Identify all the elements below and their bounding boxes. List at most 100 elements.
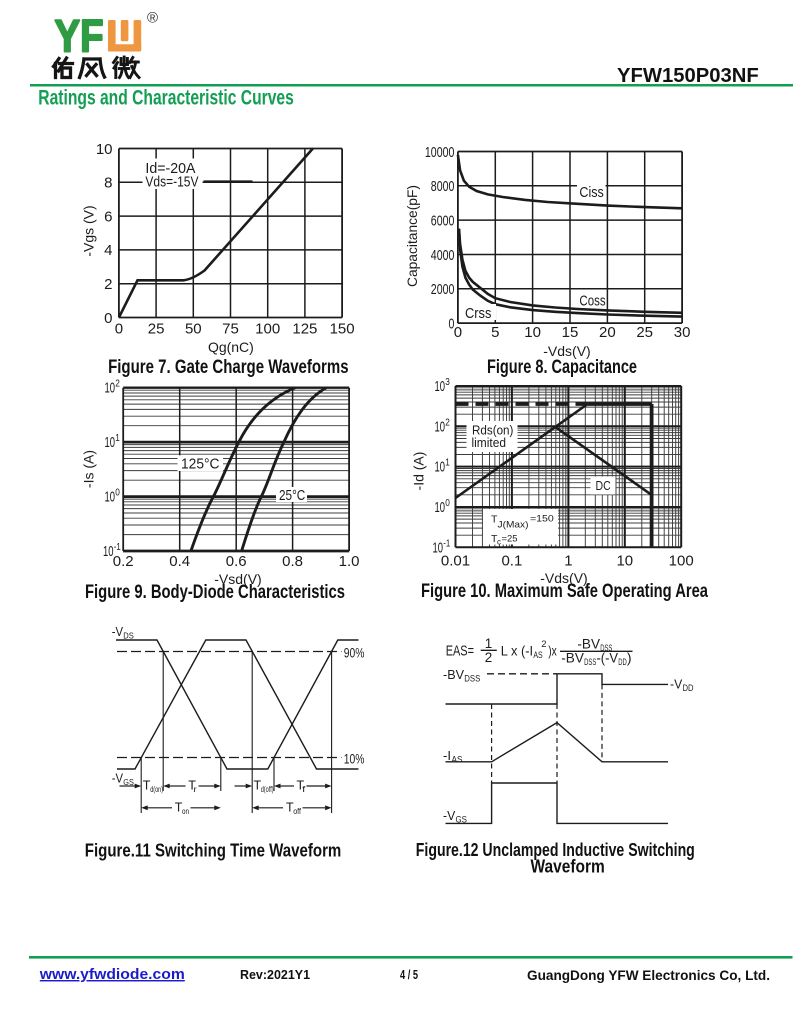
svg-text:8000: 8000 bbox=[431, 178, 455, 195]
svg-text:T: T bbox=[286, 801, 294, 815]
svg-text:125: 125 bbox=[292, 320, 317, 337]
svg-text:0: 0 bbox=[445, 498, 450, 509]
svg-text:2000: 2000 bbox=[431, 281, 455, 298]
svg-text:GS: GS bbox=[456, 815, 468, 825]
svg-text:2: 2 bbox=[445, 417, 450, 428]
svg-text:1.0: 1.0 bbox=[339, 553, 360, 570]
svg-text:25: 25 bbox=[636, 324, 653, 341]
svg-text:DSS: DSS bbox=[584, 657, 596, 668]
svg-text:Figure 9. Body-Diode Character: Figure 9. Body-Diode Characteristics bbox=[85, 582, 345, 603]
svg-text:0.01: 0.01 bbox=[441, 553, 470, 570]
svg-text:-Id (A): -Id (A) bbox=[411, 452, 427, 491]
svg-text:30: 30 bbox=[674, 324, 691, 341]
svg-text:-I: -I bbox=[443, 748, 451, 763]
svg-text:6: 6 bbox=[104, 208, 112, 225]
svg-text:-1: -1 bbox=[114, 542, 121, 553]
svg-text:®: ® bbox=[147, 10, 158, 27]
svg-text:Capacitance(pF): Capacitance(pF) bbox=[405, 185, 420, 287]
svg-text:2: 2 bbox=[104, 276, 112, 293]
svg-text:10: 10 bbox=[103, 543, 114, 560]
svg-text:0.1: 0.1 bbox=[501, 553, 522, 570]
svg-text:10: 10 bbox=[96, 141, 113, 158]
svg-text:10: 10 bbox=[524, 324, 541, 341]
svg-text:0: 0 bbox=[115, 320, 123, 337]
svg-text:J(Max): J(Max) bbox=[498, 519, 529, 530]
svg-text:6000: 6000 bbox=[431, 212, 455, 229]
svg-text:T: T bbox=[491, 533, 498, 545]
svg-text:15: 15 bbox=[562, 324, 579, 341]
svg-text:=25: =25 bbox=[502, 533, 518, 543]
svg-text:Crss: Crss bbox=[465, 305, 491, 322]
svg-text:-Is (A): -Is (A) bbox=[81, 450, 97, 488]
svg-text:-Vgs (V): -Vgs (V) bbox=[81, 205, 97, 256]
svg-text:Qg(nC): Qg(nC) bbox=[208, 339, 254, 355]
svg-text:0: 0 bbox=[115, 488, 120, 499]
svg-text:DSS: DSS bbox=[464, 674, 480, 684]
svg-text:on: on bbox=[182, 806, 189, 816]
svg-text:-(-V: -(-V bbox=[597, 650, 619, 666]
svg-text:4 / 5: 4 / 5 bbox=[400, 967, 418, 982]
svg-text:0: 0 bbox=[449, 315, 455, 332]
svg-text:GS: GS bbox=[123, 777, 134, 787]
svg-text:T: T bbox=[491, 514, 498, 526]
svg-text:=150: =150 bbox=[530, 514, 554, 524]
svg-text:-Vds(V): -Vds(V) bbox=[543, 343, 590, 359]
svg-text:0: 0 bbox=[454, 324, 462, 341]
svg-text:DSS: DSS bbox=[600, 643, 612, 654]
svg-text:4000: 4000 bbox=[431, 247, 455, 264]
svg-text:10: 10 bbox=[435, 378, 446, 395]
svg-text:off: off bbox=[293, 806, 301, 816]
svg-text:Ratings and Characteristic Cur: Ratings and Characteristic Curves bbox=[38, 85, 293, 109]
svg-text:50: 50 bbox=[185, 320, 202, 337]
svg-text:DS: DS bbox=[123, 631, 134, 641]
svg-text:-1: -1 bbox=[443, 538, 450, 549]
svg-text:2: 2 bbox=[541, 639, 546, 650]
svg-text:T: T bbox=[254, 779, 262, 793]
svg-text:-V: -V bbox=[443, 808, 456, 823]
svg-text:10: 10 bbox=[105, 380, 116, 397]
svg-text:150: 150 bbox=[330, 320, 355, 337]
svg-text:-Vsd(V): -Vsd(V) bbox=[214, 571, 261, 587]
svg-text:100: 100 bbox=[669, 553, 694, 570]
svg-text:c: c bbox=[497, 537, 502, 547]
svg-text:L x (-I: L x (-I bbox=[501, 643, 533, 659]
svg-text:25: 25 bbox=[148, 320, 165, 337]
svg-text:T: T bbox=[297, 779, 305, 793]
svg-text:Rev:2021Y1: Rev:2021Y1 bbox=[240, 967, 310, 982]
svg-text:DD: DD bbox=[618, 657, 627, 668]
svg-text:1: 1 bbox=[115, 433, 120, 444]
svg-text:-BV: -BV bbox=[443, 667, 464, 682]
svg-text:0.6: 0.6 bbox=[226, 553, 247, 570]
svg-text:10000: 10000 bbox=[425, 144, 455, 161]
svg-text:YF: YF bbox=[55, 11, 104, 62]
svg-text:10: 10 bbox=[435, 418, 446, 435]
svg-text:1: 1 bbox=[485, 636, 493, 651]
svg-text:125°C: 125°C bbox=[181, 456, 220, 472]
svg-text:10: 10 bbox=[616, 553, 633, 570]
svg-text:Waveform: Waveform bbox=[531, 857, 605, 877]
svg-text:Id=-20A: Id=-20A bbox=[145, 161, 195, 177]
svg-text:d(off): d(off) bbox=[261, 784, 274, 794]
svg-text:5: 5 bbox=[491, 324, 499, 341]
svg-text:2: 2 bbox=[485, 650, 493, 665]
svg-text:10: 10 bbox=[105, 434, 116, 451]
svg-text:10: 10 bbox=[105, 489, 116, 506]
svg-text:T: T bbox=[175, 801, 183, 815]
svg-text:r: r bbox=[194, 784, 197, 794]
svg-text:Coss: Coss bbox=[579, 293, 605, 310]
svg-text:): ) bbox=[627, 650, 632, 666]
svg-text:10%: 10% bbox=[344, 752, 365, 767]
svg-text:DD: DD bbox=[683, 683, 694, 693]
svg-text:90%: 90% bbox=[344, 646, 365, 661]
svg-text:100: 100 bbox=[255, 320, 280, 337]
svg-text:-V: -V bbox=[670, 677, 683, 692]
svg-text:AS: AS bbox=[452, 755, 463, 765]
svg-text:d(on): d(on) bbox=[150, 784, 163, 794]
svg-text:limited: limited bbox=[472, 436, 507, 450]
svg-text:Rds(on): Rds(on) bbox=[472, 424, 513, 438]
svg-text:1: 1 bbox=[564, 553, 572, 570]
svg-text:10: 10 bbox=[435, 459, 446, 476]
svg-text:-BV: -BV bbox=[577, 636, 600, 652]
svg-text:10: 10 bbox=[435, 499, 446, 516]
svg-text:-V: -V bbox=[112, 625, 124, 639]
